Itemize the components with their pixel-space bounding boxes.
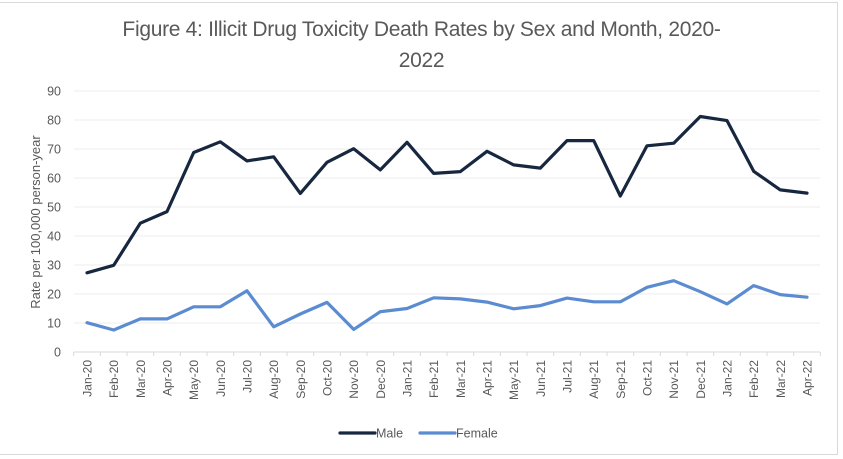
chart-title-line-2: 2022: [398, 49, 445, 72]
x-tick-label: Sep-20: [294, 360, 308, 399]
x-tick-label: Jan-20: [81, 360, 95, 397]
x-tick-label: Jan-22: [721, 360, 735, 397]
series-lines: [85, 114, 809, 332]
x-tick-label: Sep-21: [614, 360, 628, 399]
x-tick-label: May-20: [187, 360, 201, 400]
x-tick-label: Apr-22: [801, 360, 815, 396]
x-tick-label: Jul-20: [241, 360, 255, 393]
x-tick-label: Aug-21: [587, 360, 601, 399]
y-tick-label: 50: [47, 201, 61, 215]
y-tick-label: 0: [54, 346, 61, 360]
x-tick-label: Feb-21: [427, 360, 441, 398]
y-tick-label: 30: [47, 259, 61, 273]
y-tick-label: 20: [47, 288, 61, 302]
x-tick-label: Feb-20: [107, 360, 121, 398]
chart-title-line-1: Figure 4: Illicit Drug Toxicity Death Ra…: [122, 18, 721, 41]
x-tick-label: May-21: [507, 360, 521, 400]
x-tick-label: Mar-22: [774, 360, 788, 398]
y-axis-label: Rate per 100,000 person-year: [28, 135, 43, 309]
y-tick-label: 90: [47, 85, 61, 99]
x-tick-label: Jan-21: [401, 360, 415, 397]
legend: Male Female: [338, 427, 498, 441]
x-tick-label: Jul-21: [561, 360, 575, 393]
x-tick-label: Mar-21: [454, 360, 468, 398]
legend-label: Male: [376, 427, 403, 441]
x-tick-label: Oct-21: [641, 360, 655, 396]
x-axis: Jan-20 Feb-20 Mar-20 Apr-20 May-20 Jun-20 Jul-…: [73, 351, 821, 400]
x-tick-label: Apr-21: [481, 360, 495, 396]
gridlines: [74, 90, 820, 324]
x-tick-label: Oct-20: [321, 360, 335, 396]
legend-item-female: Female: [418, 427, 498, 441]
x-tick-label: Jun-21: [534, 360, 548, 397]
x-tick-label: Nov-20: [347, 360, 361, 399]
x-tick-label: Dec-21: [694, 360, 708, 399]
y-tick-label: 70: [47, 143, 61, 157]
y-tick-label: 80: [47, 114, 61, 128]
legend-item-male: Male: [338, 427, 403, 441]
x-tick-label: Aug-20: [267, 360, 281, 399]
x-tick-label: Mar-20: [134, 360, 148, 398]
legend-label: Female: [456, 427, 498, 441]
x-tick-label: Jun-20: [214, 360, 228, 397]
x-tick-label: Nov-21: [667, 360, 681, 399]
y-tick-label: 60: [47, 172, 61, 186]
chart-title: Figure 4: Illicit Drug Toxicity Death Ra…: [0, 14, 843, 76]
y-axis-ticks: 0 10 20 30 40 50 60 70 80 90: [47, 85, 61, 360]
series-line-male: [85, 114, 809, 275]
y-tick-label: 40: [47, 230, 61, 244]
y-tick-label: 10: [47, 317, 61, 331]
x-tick-label: Apr-20: [161, 360, 175, 396]
x-tick-label: Feb-22: [747, 360, 761, 398]
series-line-female: [85, 279, 809, 332]
x-tick-label: Dec-20: [374, 360, 388, 399]
